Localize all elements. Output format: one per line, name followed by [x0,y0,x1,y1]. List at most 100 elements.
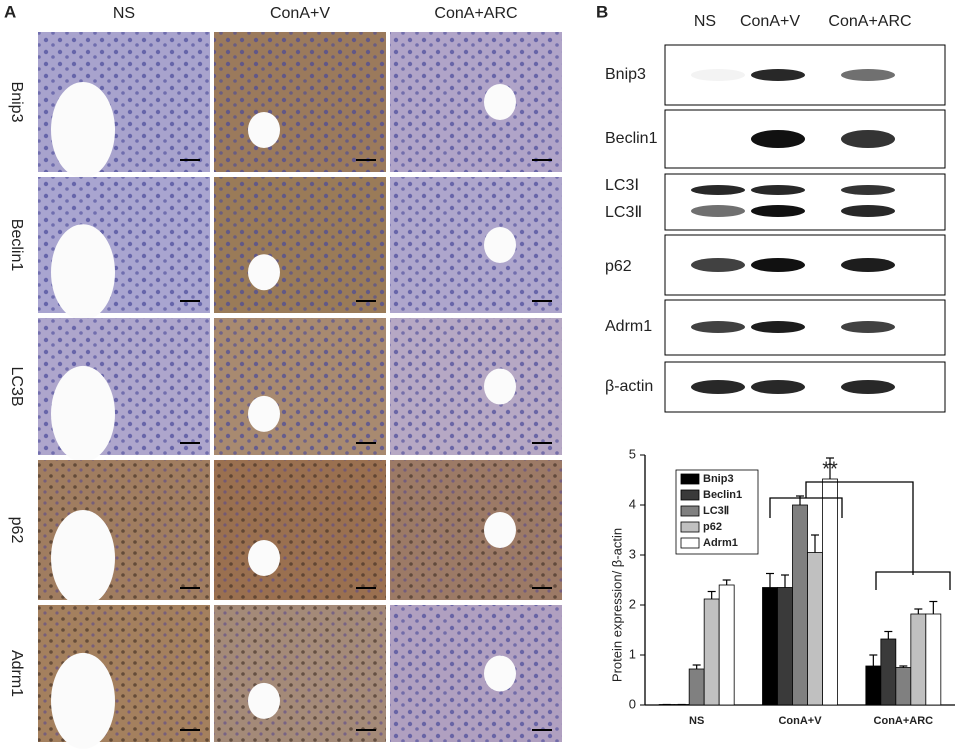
bar [822,478,838,706]
row-label: Beclin1 [8,219,25,272]
blot-band [751,321,805,333]
column-header: ConA+ARC [434,5,517,22]
legend-swatch [680,537,700,549]
vessel [248,540,280,576]
bar [703,598,720,706]
row-label: Bnip3 [8,82,25,123]
x-tick-label: NS [689,715,704,727]
blot-band [841,380,895,394]
micrograph-texture [390,460,562,600]
vessel [484,227,516,263]
micrograph-texture [214,177,386,313]
blot-band [751,380,805,394]
row-label: p62 [8,517,25,544]
legend-label: Beclin1 [703,489,742,501]
micrograph-texture [214,460,386,600]
row-label: LC3B [8,366,25,406]
blot-band [751,185,805,195]
bar [807,552,823,706]
blot-band [841,185,895,195]
legend-swatch [680,505,700,517]
micrograph-texture [390,32,562,172]
legend-label: LC3Ⅱ [703,505,729,517]
blot-band [751,69,805,81]
blot-label: Beclin1 [605,130,658,147]
bar [673,704,690,706]
y-tick-label: 0 [629,696,636,711]
micrograph-texture [390,318,562,455]
legend-label: Bnip3 [703,473,734,485]
bar [910,613,927,706]
blot-band [691,205,745,217]
column-header: ConA+V [740,13,800,30]
blot-band [691,185,745,195]
bar [718,584,735,706]
y-tick-label: 5 [629,446,636,461]
micrograph-texture [214,32,386,172]
legend-swatch [680,473,700,485]
vessel [484,512,516,548]
column-header: ConA+V [270,5,330,22]
blot-band [691,69,745,81]
micrograph-texture [214,605,386,742]
blot-label: β-actin [605,378,653,395]
micrograph-texture [214,318,386,455]
bar [792,504,808,706]
y-tick-label: 2 [629,596,636,611]
blot-band [841,321,895,333]
blot-band [751,130,805,148]
y-tick-label: 4 [629,496,636,511]
vessel [484,84,516,120]
column-header: ConA+ARC [828,13,911,30]
y-tick-label: 1 [629,646,636,661]
panel-letter: A [4,2,16,21]
vessel [248,112,280,148]
blot-label: LC3Ⅰ [605,177,639,194]
vessel [51,365,115,462]
bar [865,665,882,706]
blot-band [841,69,895,81]
panel-letter: B [596,2,608,21]
blot-band [691,321,745,333]
blot-band [841,130,895,148]
x-tick-label: ConA+V [778,715,822,727]
blot-band [751,258,805,272]
y-tick-label: 3 [629,546,636,561]
micrograph-texture [390,605,562,742]
blot-label: p62 [605,258,632,275]
legend-label: Adrm1 [703,537,738,549]
vessel [484,655,516,692]
blot-band [691,380,745,394]
x-tick-label: ConA+ARC [874,715,934,727]
bar [658,704,675,706]
bar [688,668,705,706]
significance-bracket [769,481,951,590]
vessel [51,82,115,178]
legend-label: p62 [703,521,722,533]
vessel [248,395,280,432]
micrograph-texture [390,177,562,313]
blot-band [691,258,745,272]
vessel [51,510,115,606]
blot-band [751,205,805,217]
column-header: NS [113,5,135,22]
vessel [51,224,115,321]
blot-box [664,173,946,231]
blot-label: LC3Ⅱ [605,204,642,221]
blot-band [841,205,895,217]
blot-band [841,258,895,272]
vessel [51,652,115,749]
row-label: Adrm1 [8,650,25,697]
legend-swatch [680,489,700,501]
bar [880,638,897,706]
blot-label: Adrm1 [605,318,652,335]
bar [925,613,942,706]
vessel [248,254,280,291]
vessel [248,682,280,719]
y-axis-label: Protein expression/ β-actin [609,528,624,682]
bar [895,667,912,706]
blot-label: Bnip3 [605,66,646,83]
vessel [484,368,516,405]
column-header: NS [694,13,716,30]
